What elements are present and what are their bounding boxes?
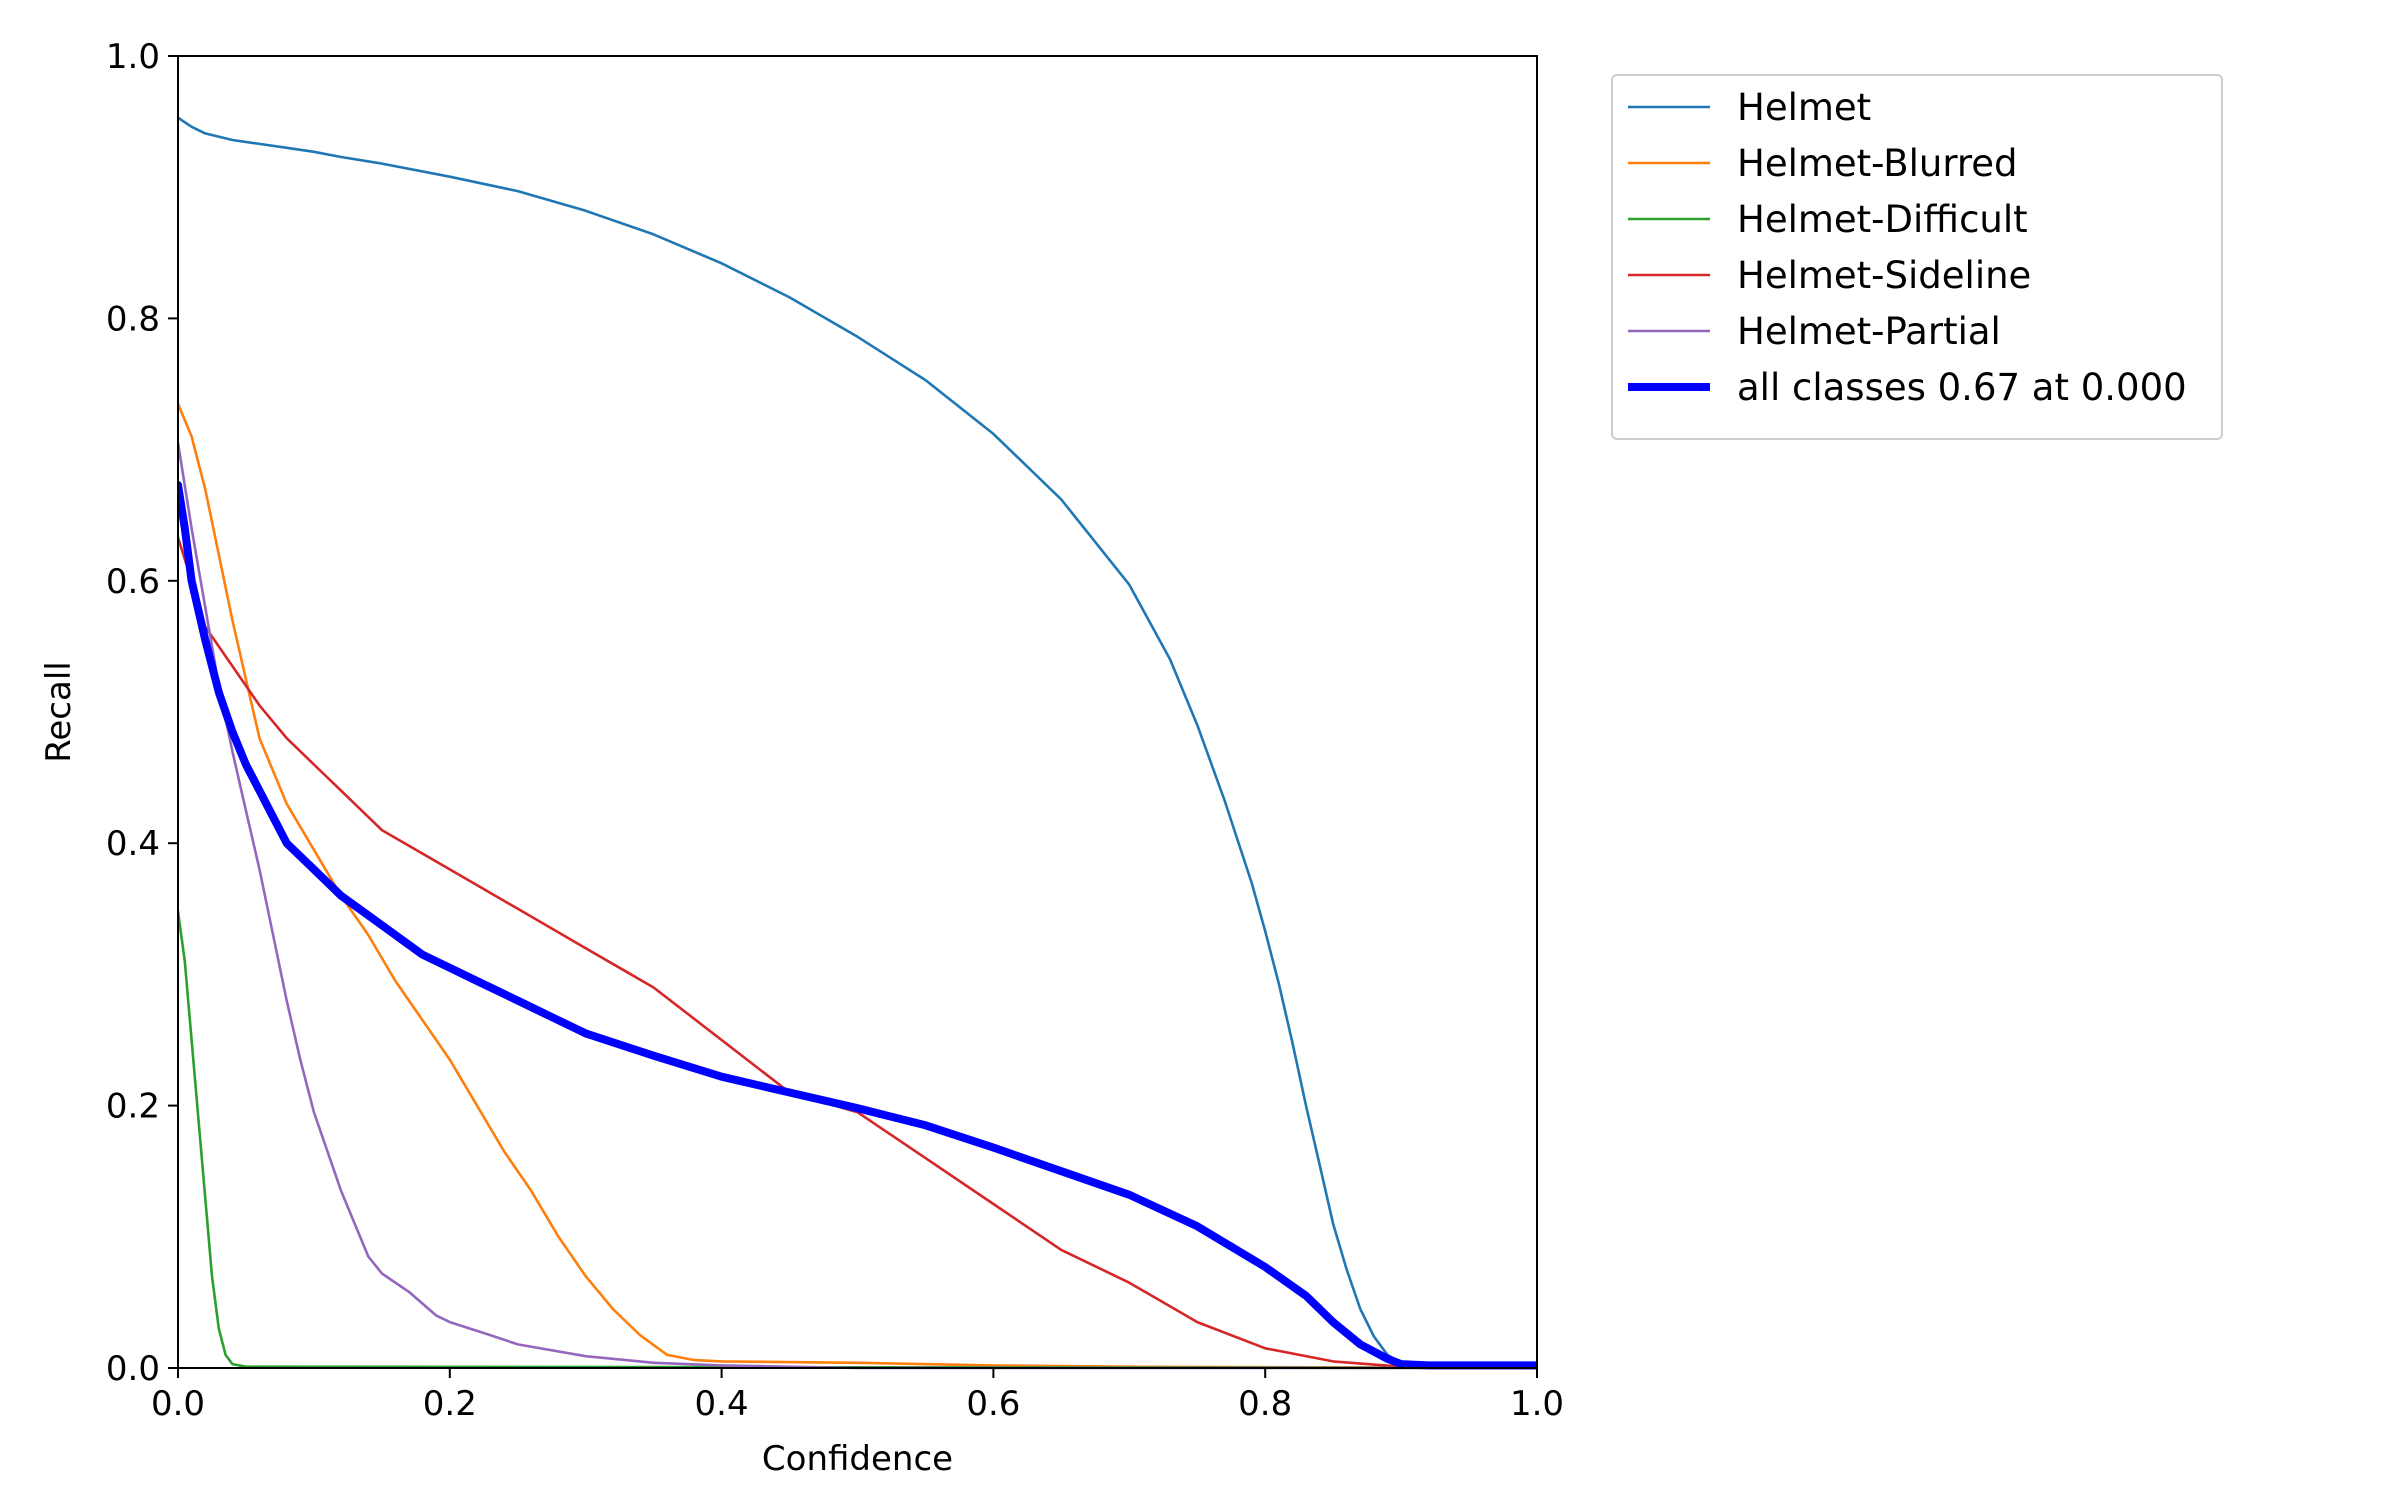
x-tick-label: 0.6: [966, 1384, 1020, 1424]
y-tick-label: 1.0: [106, 37, 160, 77]
y-axis: 0.0 0.2 0.4 0.6 0.8 1.0: [106, 37, 178, 1389]
x-tick-label: 1.0: [1510, 1384, 1564, 1424]
series-line-2: [178, 910, 1537, 1370]
plot-frame: [177, 55, 1538, 1369]
x-tick-label: 0.0: [151, 1384, 205, 1424]
x-tick-label: 0.2: [423, 1384, 477, 1424]
legend-label: Helmet-Sideline: [1737, 254, 2031, 297]
x-tick-label: 0.4: [695, 1384, 749, 1424]
y-tick-label: 0.6: [106, 562, 160, 602]
y-tick-label: 0.0: [106, 1349, 160, 1389]
legend: Helmet Helmet-Blurred Helmet-Difficult Helm…: [1611, 74, 2223, 440]
y-tick-label: 0.8: [106, 299, 160, 339]
legend-label: Helmet: [1737, 86, 1871, 129]
series-line-1: [178, 402, 1537, 1370]
x-tick-label: 0.8: [1238, 1384, 1292, 1424]
legend-label: Helmet-Blurred: [1737, 142, 2018, 185]
x-axis-label: Confidence: [762, 1439, 953, 1479]
y-tick-label: 0.2: [106, 1087, 160, 1127]
y-axis-label: Recall: [39, 661, 79, 762]
legend-label: Helmet-Difficult: [1737, 198, 2028, 241]
legend-label: all classes 0.67 at 0.000: [1737, 366, 2187, 409]
legend-frame: [1611, 74, 2223, 440]
series-line-5: [178, 481, 1537, 1370]
legend-label: Helmet-Partial: [1737, 310, 2001, 353]
x-axis: 0.0 0.2 0.4 0.6 0.8 1.0: [151, 1368, 1564, 1424]
series-layer: [178, 116, 1537, 1370]
series-line-0: [178, 116, 1537, 1367]
series-line-3: [178, 536, 1537, 1370]
series-line-4: [178, 441, 1537, 1370]
y-tick-label: 0.4: [106, 824, 160, 864]
